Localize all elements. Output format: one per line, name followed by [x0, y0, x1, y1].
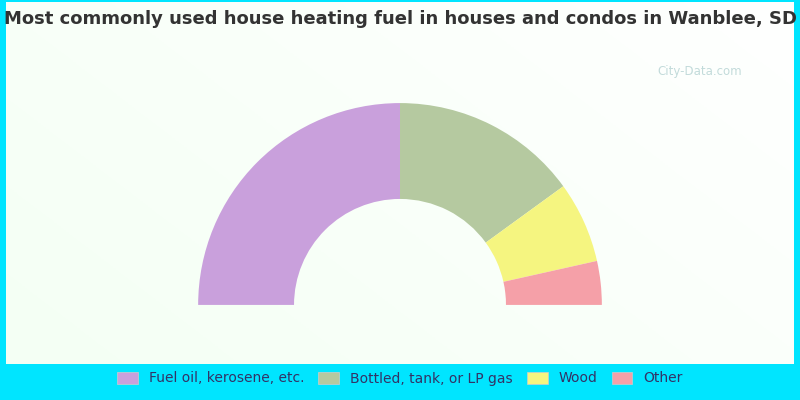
Legend: Fuel oil, kerosene, etc., Bottled, tank, or LP gas, Wood, Other: Fuel oil, kerosene, etc., Bottled, tank,…	[111, 366, 689, 391]
Wedge shape	[486, 186, 597, 282]
Text: City-Data.com: City-Data.com	[658, 66, 742, 78]
Wedge shape	[198, 103, 400, 305]
Text: Most commonly used house heating fuel in houses and condos in Wanblee, SD: Most commonly used house heating fuel in…	[3, 10, 797, 28]
Wedge shape	[400, 103, 563, 243]
Wedge shape	[503, 261, 602, 305]
